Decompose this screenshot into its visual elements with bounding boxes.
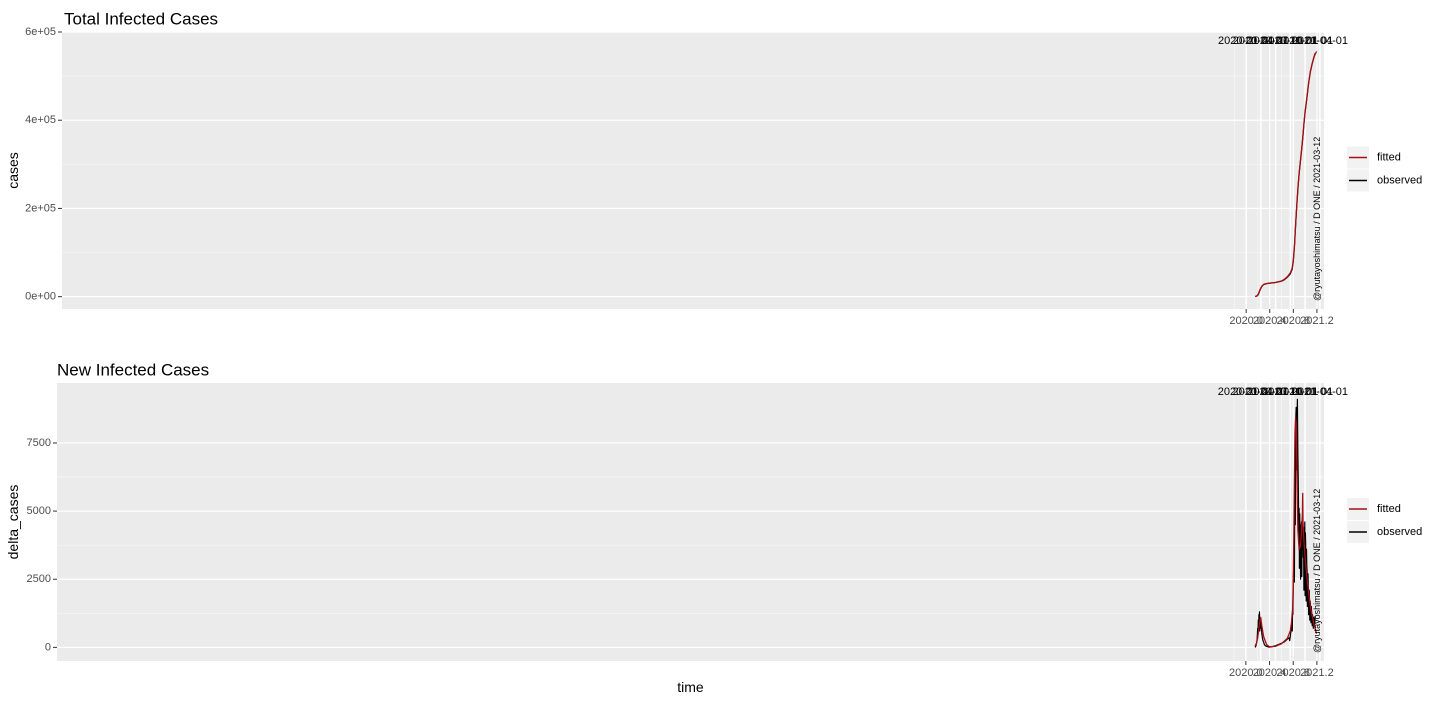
legend-label: fitted bbox=[1377, 503, 1401, 515]
legend-label: observed bbox=[1377, 174, 1422, 186]
caption: @ryutayoshimatsu / D ONE / 2021-03-12 bbox=[1312, 137, 1322, 301]
x-tick-label: 2021.2 bbox=[1300, 667, 1334, 679]
x-axis-label: time bbox=[677, 679, 704, 695]
y-tick-label: 2e+05 bbox=[25, 202, 56, 214]
series-line-fitted bbox=[1254, 417, 1318, 648]
legend: fitted observed bbox=[1347, 146, 1422, 192]
series-line-fitted bbox=[1254, 51, 1318, 298]
y-tick-label: 0 bbox=[45, 641, 51, 653]
x-tick-label: 2020.8 bbox=[1276, 667, 1310, 679]
y-tick-label: 6e+05 bbox=[25, 26, 56, 38]
panel-1: Total Infected Cases2020-01-012020-04-01… bbox=[5, 9, 1422, 327]
y-tick-label: 2500 bbox=[27, 573, 51, 585]
x-tick-label: 2021.2 bbox=[1300, 315, 1334, 327]
y-tick-label: 4e+05 bbox=[25, 114, 56, 126]
y-axis-label: cases bbox=[5, 152, 21, 189]
y-tick-label: 0e+00 bbox=[25, 291, 56, 303]
y-tick-label: 7500 bbox=[27, 437, 51, 449]
x-tick-label: 2020.0 bbox=[1229, 315, 1263, 327]
y-tick-label: 5000 bbox=[27, 505, 51, 517]
date-label: 2021-04-01 bbox=[1292, 35, 1348, 47]
panel-2: New Infected Cases2020-01-012020-04-0120… bbox=[5, 360, 1422, 695]
x-tick-label: 2020.8 bbox=[1277, 315, 1311, 327]
legend-label: observed bbox=[1377, 526, 1422, 538]
date-label: 2021-04-01 bbox=[1292, 386, 1348, 398]
legend: fitted observed bbox=[1347, 498, 1422, 543]
x-tick-label: 2020.4 bbox=[1253, 315, 1287, 327]
x-tick-label: 2020.0 bbox=[1229, 667, 1263, 679]
x-tick-label: 2020.4 bbox=[1253, 667, 1287, 679]
y-axis-label: delta_cases bbox=[5, 485, 21, 560]
plot-background bbox=[62, 32, 1324, 309]
caption: @ryutayoshimatsu / D ONE / 2021-03-12 bbox=[1312, 489, 1322, 653]
chart-title: Total Infected Cases bbox=[64, 9, 218, 28]
chart-title: New Infected Cases bbox=[57, 360, 209, 379]
legend-label: fitted bbox=[1377, 151, 1401, 163]
plot-background bbox=[57, 383, 1324, 661]
